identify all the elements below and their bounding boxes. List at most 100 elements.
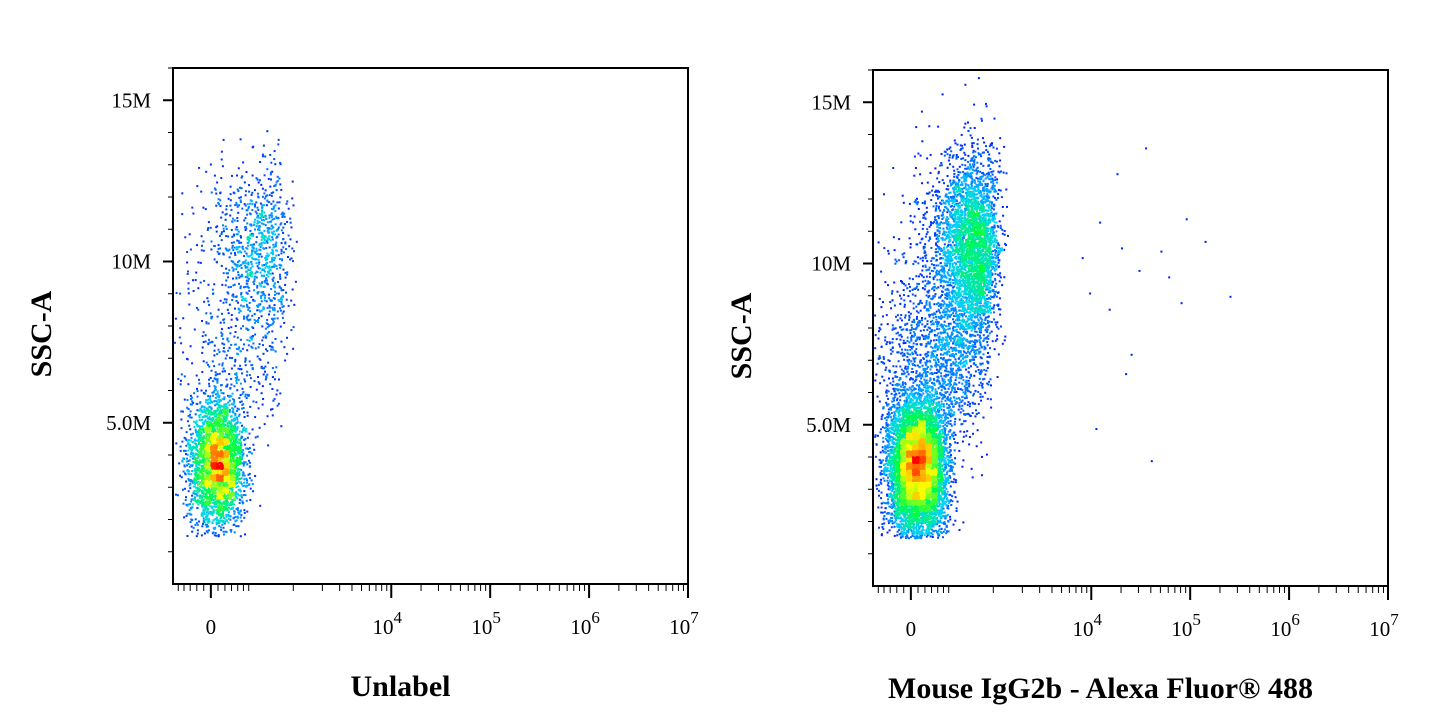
data-point — [206, 438, 209, 441]
data-point — [211, 424, 214, 426]
data-point — [198, 474, 201, 477]
data-point — [1003, 145, 1006, 148]
data-point — [218, 372, 221, 375]
data-point — [233, 472, 236, 475]
data-point — [238, 494, 240, 497]
data-point — [267, 270, 270, 273]
data-point — [218, 481, 221, 484]
data-point — [234, 428, 237, 431]
data-point — [216, 315, 219, 318]
data-point — [205, 525, 208, 528]
data-point — [220, 463, 223, 465]
data-point — [280, 303, 283, 306]
data-point — [245, 485, 248, 488]
data-point — [205, 321, 208, 324]
data-point — [245, 227, 248, 230]
data-point — [265, 265, 268, 268]
data-point — [227, 394, 229, 397]
data-point — [279, 273, 281, 276]
data-point — [946, 184, 949, 187]
data-point — [216, 488, 219, 491]
data-point — [211, 451, 214, 454]
data-point — [275, 236, 278, 239]
data-point — [216, 427, 219, 429]
data-point — [1003, 248, 1006, 251]
data-point — [223, 464, 226, 467]
data-point — [217, 478, 220, 481]
data-point — [878, 526, 880, 529]
data-point — [187, 282, 190, 285]
data-point — [205, 463, 208, 466]
data-point — [195, 306, 198, 309]
data-point — [877, 506, 880, 509]
data-point — [231, 244, 234, 247]
data-point — [203, 451, 206, 454]
data-point — [1001, 228, 1004, 231]
data-point — [225, 501, 228, 504]
data-point — [273, 263, 276, 266]
data-point — [183, 375, 186, 378]
data-point — [219, 411, 221, 414]
data-point — [214, 404, 217, 407]
data-point — [1081, 257, 1084, 260]
data-point — [234, 516, 237, 518]
data-point — [189, 416, 192, 419]
data-point — [200, 446, 203, 449]
data-point — [249, 237, 251, 240]
data-point — [205, 399, 208, 402]
data-point — [236, 264, 238, 267]
data-point — [246, 454, 249, 457]
data-point — [883, 362, 886, 365]
data-point — [1003, 233, 1006, 236]
data-point — [251, 246, 254, 249]
data-point — [196, 529, 199, 532]
data-point — [947, 159, 950, 162]
data-point — [181, 460, 184, 463]
data-point — [248, 477, 251, 480]
data-point — [196, 507, 199, 509]
data-point — [996, 321, 999, 324]
data-point — [211, 452, 214, 455]
data-point — [223, 471, 226, 473]
data-point — [256, 309, 259, 312]
data-point — [915, 126, 918, 129]
data-point — [212, 435, 215, 438]
data-point — [268, 331, 270, 333]
data-point — [198, 463, 201, 466]
data-point — [234, 252, 236, 254]
data-point — [956, 442, 959, 444]
data-point — [924, 243, 927, 246]
data-point — [949, 485, 952, 488]
data-point — [223, 456, 226, 458]
data-point — [203, 521, 206, 524]
data-point — [236, 456, 238, 459]
data-point — [194, 438, 197, 441]
data-point — [887, 481, 890, 484]
data-point — [251, 483, 254, 485]
data-point — [218, 432, 221, 435]
data-point — [233, 510, 236, 513]
data-point — [217, 398, 220, 401]
data-point — [908, 237, 911, 240]
data-point — [206, 496, 209, 499]
data-point — [256, 284, 259, 287]
data-point — [219, 191, 222, 194]
data-point — [257, 216, 260, 219]
data-point — [206, 480, 208, 483]
data-point — [220, 431, 223, 434]
data-point — [195, 374, 198, 377]
data-point — [233, 531, 236, 534]
data-point — [209, 409, 212, 412]
data-point — [199, 436, 202, 439]
data-point — [240, 514, 243, 517]
data-point — [986, 150, 989, 153]
data-point — [887, 397, 890, 400]
data-point — [273, 307, 276, 310]
data-point — [265, 255, 268, 257]
data-point — [250, 224, 253, 227]
data-point — [208, 454, 211, 457]
data-point — [236, 409, 238, 412]
data-point — [238, 502, 241, 504]
data-point — [216, 479, 219, 482]
data-point — [919, 173, 922, 176]
